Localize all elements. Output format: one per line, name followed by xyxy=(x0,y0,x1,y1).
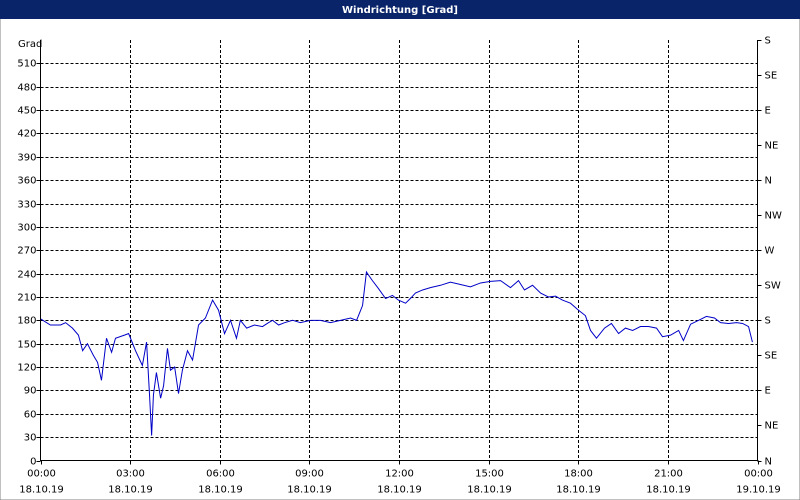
x-tick-label: 09:00 xyxy=(295,469,324,480)
x-tick-date: 18.10.19 xyxy=(646,485,691,496)
y2-tick-label: S xyxy=(765,316,771,327)
y2-tick-label: N xyxy=(765,176,772,187)
x-tick-date: 18.10.19 xyxy=(287,485,332,496)
y2-tick-label: W xyxy=(765,246,775,257)
y-tick-label: 360 xyxy=(17,176,36,187)
y-tick-label: 0 xyxy=(30,457,36,468)
x-tick-date: 18.10.19 xyxy=(198,485,243,496)
y-tick-label: 180 xyxy=(17,316,36,327)
x-tick-label: 00:00 xyxy=(27,469,56,480)
x-tick-label: 18:00 xyxy=(564,469,593,480)
y2-tick-label: SW xyxy=(765,281,781,292)
y2-tick-label: NE xyxy=(765,141,779,152)
y-tick-label: 210 xyxy=(17,293,36,304)
x-tick-label: 00:00 xyxy=(744,469,773,480)
y-tick-label: 90 xyxy=(24,386,37,397)
chart-title: Windrichtung [Grad] xyxy=(342,5,458,16)
x-tick-label: 06:00 xyxy=(206,469,235,480)
y-tick-label: 150 xyxy=(17,340,36,351)
y-tick-label: 60 xyxy=(24,410,37,421)
y2-tick-label: NE xyxy=(765,421,779,432)
x-tick-label: 03:00 xyxy=(116,469,145,480)
y-tick-label: 420 xyxy=(17,129,36,140)
x-tick-label: 15:00 xyxy=(475,469,504,480)
plot-area: 0 30 60 90 120 150 180 210 240 270 300 330 360 390 420… xyxy=(17,36,782,496)
y2-tick-label: E xyxy=(765,106,771,117)
y-tick-label: 30 xyxy=(24,433,37,444)
x-tick-date: 18.10.19 xyxy=(467,485,512,496)
y-tick-label: 390 xyxy=(17,153,36,164)
y2-tick-label: E xyxy=(765,386,771,397)
title-bar xyxy=(0,0,800,19)
y-tick-label: 270 xyxy=(17,246,36,257)
x-tick-label: 21:00 xyxy=(654,469,683,480)
y-tick-label: 240 xyxy=(17,270,36,281)
y2-tick-label: N xyxy=(765,457,772,468)
x-tick-date: 18.10.19 xyxy=(19,485,64,496)
y-tick-label: 330 xyxy=(17,200,36,211)
y-tick-label: 480 xyxy=(17,83,36,94)
x-tick-label: 12:00 xyxy=(385,469,414,480)
y-axis-label: Grad xyxy=(18,39,42,50)
y-tick-label: 510 xyxy=(17,59,36,70)
x-tick-date: 19.10.19 xyxy=(736,485,781,496)
x-tick-date: 18.10.19 xyxy=(108,485,153,496)
x-tick-date: 18.10.19 xyxy=(377,485,422,496)
axis-frame xyxy=(40,40,758,461)
y-tick-label: 120 xyxy=(17,363,36,374)
y2-tick-label: SE xyxy=(765,71,778,82)
data-line xyxy=(40,270,753,436)
y2-tick-label: NW xyxy=(765,211,782,222)
y-tick-label: 450 xyxy=(17,106,36,117)
y2-tick-label: S xyxy=(765,36,771,47)
x-tick-date: 18.10.19 xyxy=(556,485,601,496)
y2-tick-label: SE xyxy=(765,351,778,362)
y-tick-label: 300 xyxy=(17,223,36,234)
